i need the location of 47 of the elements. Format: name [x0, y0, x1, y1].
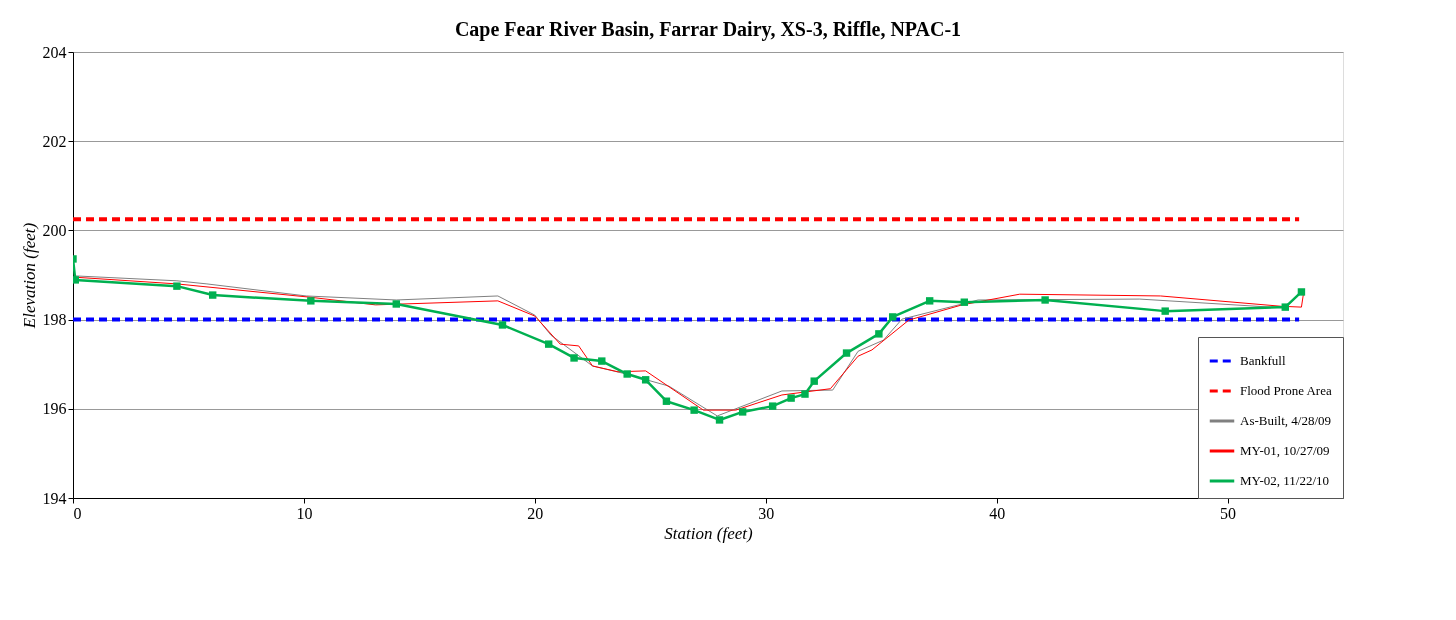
x-tick-label: 10 — [296, 504, 313, 522]
point — [73, 276, 80, 284]
point — [1297, 288, 1306, 296]
point — [925, 297, 934, 305]
y-tick-label: 196 — [42, 400, 67, 418]
legend-label: Bankfull — [1240, 353, 1286, 368]
y-tick-label: 198 — [42, 311, 67, 329]
point — [307, 297, 315, 305]
point — [208, 291, 217, 299]
point — [641, 376, 650, 384]
x-axis-title: Station (feet) — [664, 523, 753, 543]
point — [623, 370, 631, 378]
point — [715, 416, 724, 424]
legend-label: MY-01, 10/27/09 — [1240, 443, 1330, 458]
y-axis-title: Elevation (feet) — [19, 222, 39, 330]
point — [690, 406, 698, 414]
point — [801, 390, 809, 398]
y-tick-label: 200 — [42, 221, 67, 239]
point — [392, 300, 400, 308]
point — [544, 340, 553, 348]
point — [875, 330, 883, 338]
x-tick-label: 50 — [1220, 504, 1237, 522]
x-tick-label: 0 — [73, 504, 82, 522]
legend-label: MY-02, 11/22/10 — [1240, 473, 1330, 488]
point — [598, 357, 606, 365]
point — [570, 354, 578, 362]
chart-title: Cape Fear River Basin, Farrar Dairy, XS-3, Riffle, NPAC-1 — [454, 18, 962, 41]
point — [810, 377, 818, 385]
point — [787, 394, 795, 402]
point — [960, 298, 969, 306]
x-tick-label: 30 — [758, 504, 775, 522]
point — [842, 349, 851, 357]
y-tick-label: 202 — [42, 132, 67, 150]
point — [768, 402, 777, 410]
x-tick-label: 40 — [989, 504, 1006, 522]
point — [498, 321, 507, 329]
legend-label: Flood Prone Area — [1240, 383, 1332, 398]
point — [173, 282, 181, 290]
point — [738, 408, 747, 416]
y-tick-label: 204 — [42, 43, 67, 61]
point — [1041, 296, 1049, 304]
point — [889, 313, 897, 321]
point — [1161, 307, 1169, 315]
y-tick-label: 194 — [42, 489, 67, 507]
legend-label: As-Built, 4/28/09 — [1240, 413, 1332, 428]
point — [1281, 303, 1289, 311]
x-tick-label: 20 — [527, 504, 544, 522]
